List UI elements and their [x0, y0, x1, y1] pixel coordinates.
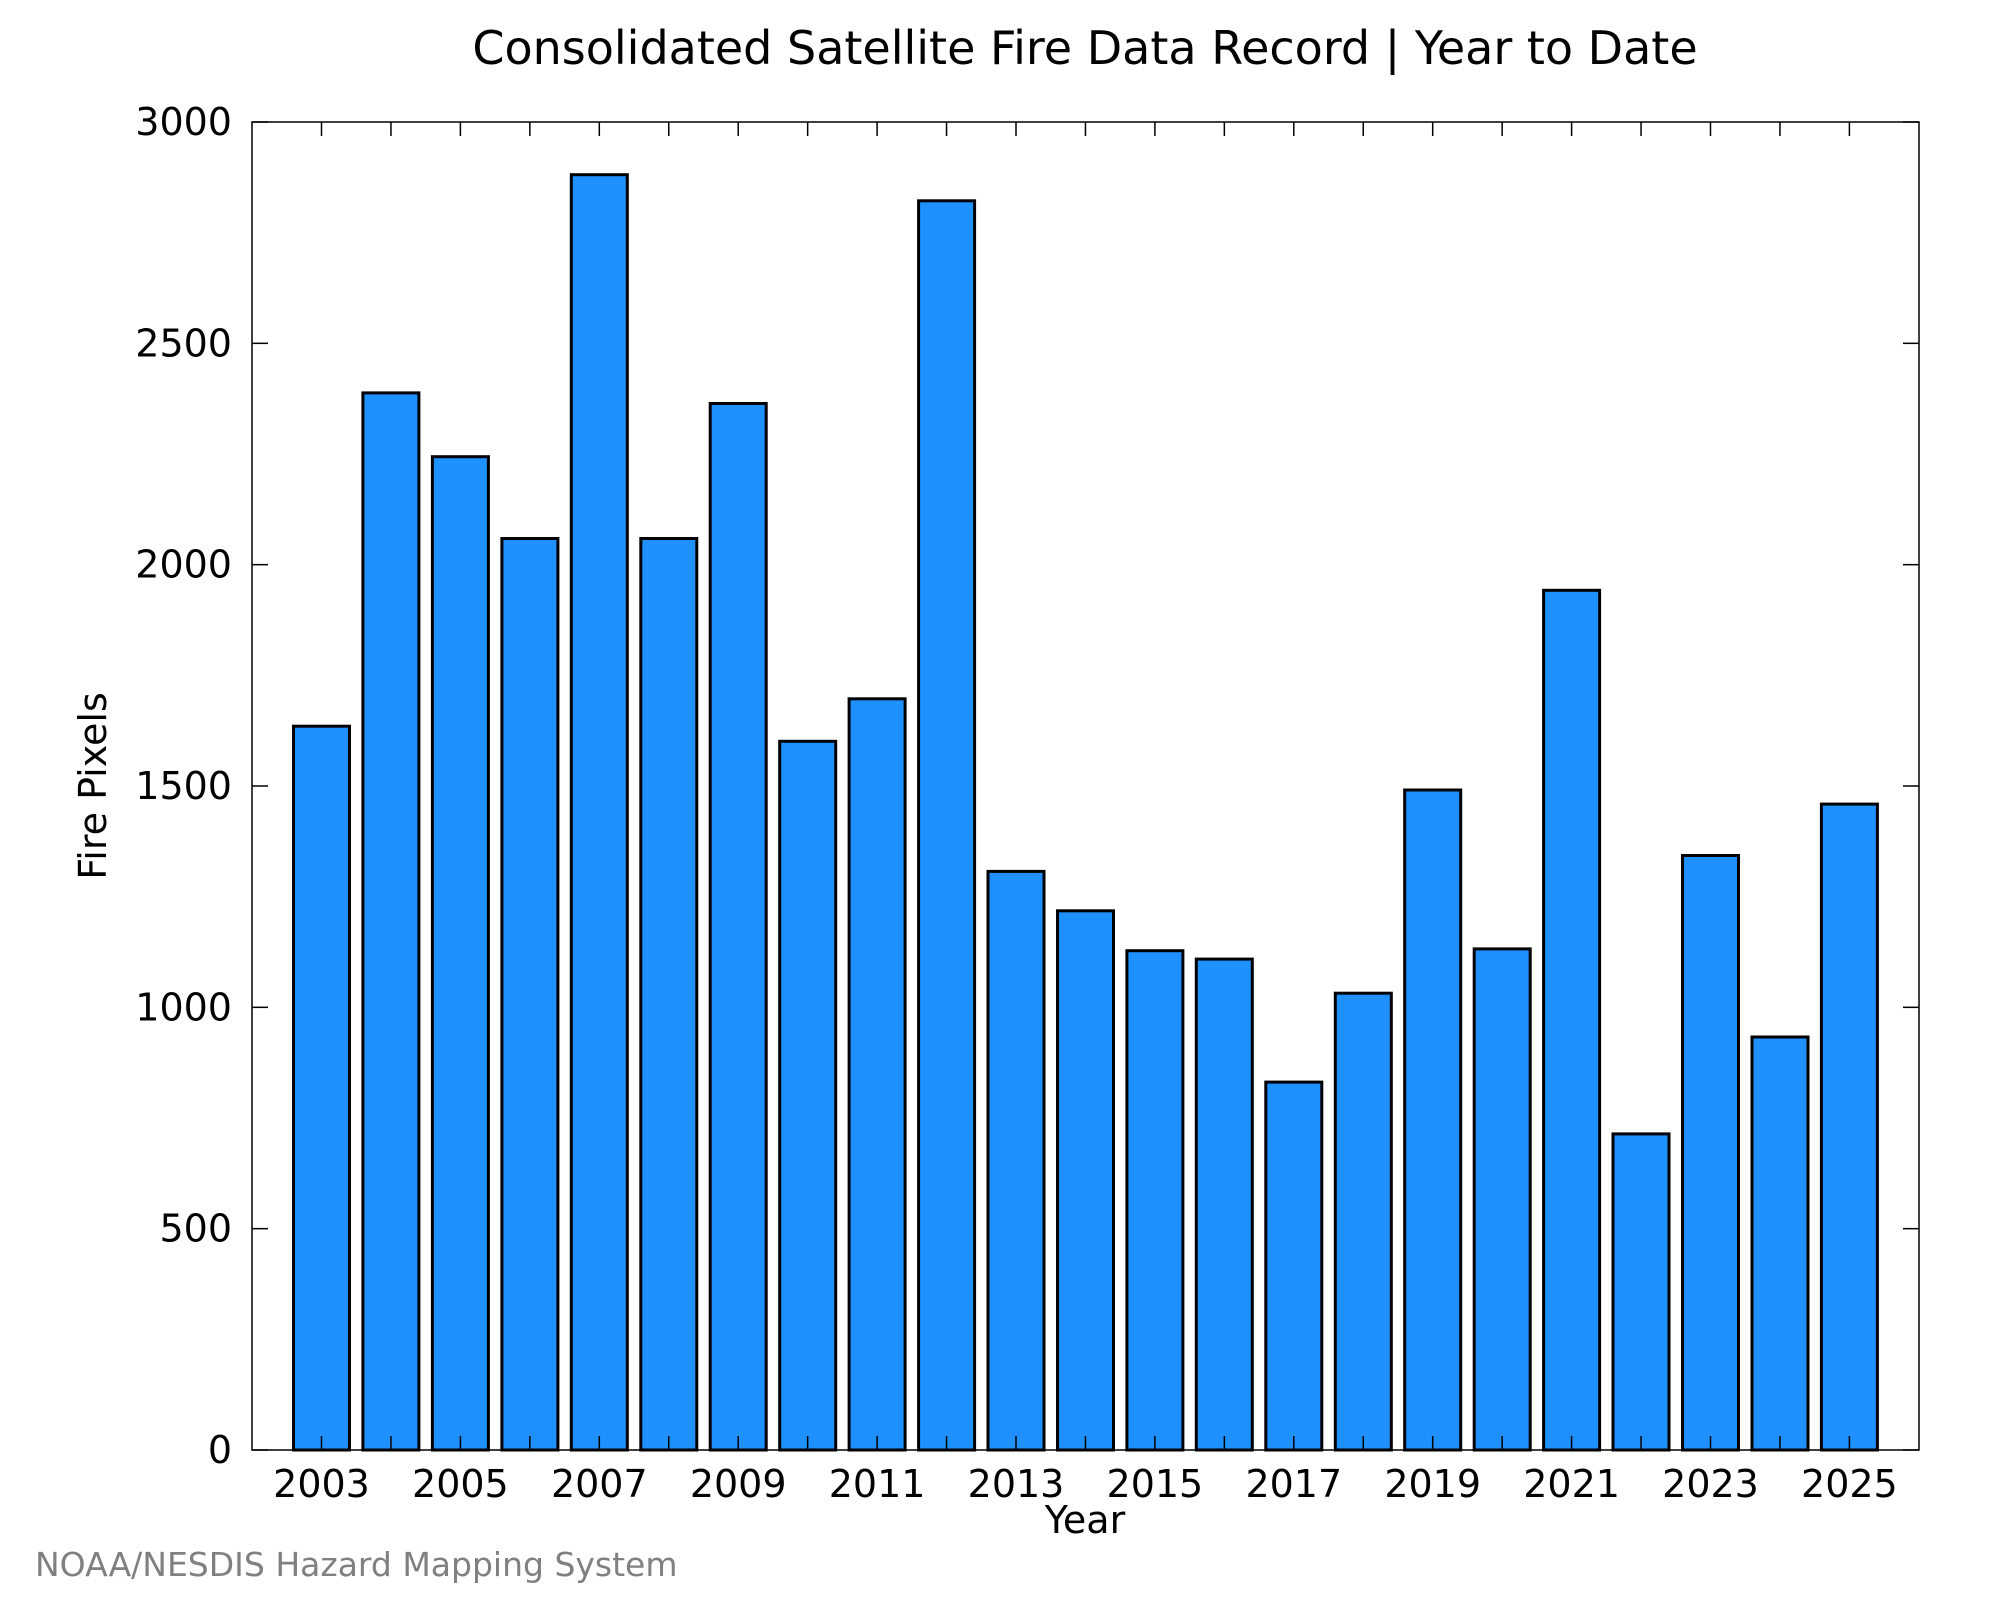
bar-2019	[1403, 788, 1463, 1452]
bar-2015	[1125, 949, 1185, 1452]
bar-2004	[361, 391, 421, 1452]
bar-2013	[986, 869, 1046, 1452]
bar-2023	[1681, 854, 1740, 1452]
y-tick-label-1000: 1000	[135, 985, 232, 1029]
x-tick-label-2025: 2025	[1801, 1462, 1898, 1506]
x-tick-label-2021: 2021	[1523, 1462, 1620, 1506]
bar-2008	[639, 537, 699, 1452]
bar-2010	[778, 739, 838, 1452]
x-tick-label-2019: 2019	[1384, 1462, 1481, 1506]
bar-2003	[292, 724, 351, 1452]
y-tick-label-3000: 3000	[135, 100, 232, 144]
y-tick-label-2500: 2500	[135, 321, 232, 365]
bar-2020	[1472, 947, 1532, 1452]
bar-2025	[1819, 802, 1879, 1452]
bar-2016	[1194, 957, 1254, 1452]
y-axis-label: Fire Pixels	[71, 692, 115, 880]
y-tick-label-2000: 2000	[135, 543, 232, 587]
bar-2024	[1750, 1035, 1810, 1452]
bar-2006	[500, 537, 560, 1452]
x-tick-label-2005: 2005	[412, 1462, 509, 1506]
bar-2012	[917, 199, 977, 1452]
bar-2007	[569, 173, 629, 1452]
credit-text: NOAA/NESDIS Hazard Mapping System	[35, 1545, 678, 1584]
x-tick-label-2011: 2011	[829, 1462, 926, 1506]
x-tick-label-2013: 2013	[968, 1462, 1065, 1506]
chart-title: Consolidated Satellite Fire Data Record …	[472, 21, 1697, 76]
y-tick-label-0: 0	[208, 1428, 232, 1472]
x-tick-label-2017: 2017	[1245, 1462, 1342, 1506]
bar-2014	[1056, 909, 1115, 1452]
x-tick-label-2003: 2003	[273, 1462, 370, 1506]
bar-2022	[1611, 1132, 1671, 1452]
y-tick-label-500: 500	[159, 1207, 232, 1251]
bar-2005	[430, 455, 490, 1452]
x-tick-label-2009: 2009	[690, 1462, 787, 1506]
x-tick-label-2007: 2007	[551, 1462, 648, 1506]
x-axis: 2003 2005 2007 2009 2011 2013 2015 2017 2019 2021…	[273, 122, 1898, 1506]
bar-2021	[1542, 588, 1602, 1452]
x-axis-label: Year	[1044, 1498, 1126, 1542]
y-tick-label-1500: 1500	[135, 764, 232, 808]
x-tick-label-2023: 2023	[1662, 1462, 1759, 1506]
x-tick-label-2015: 2015	[1107, 1462, 1204, 1506]
bar-2011	[847, 697, 907, 1452]
bar-2017	[1264, 1080, 1324, 1452]
bar-2018	[1333, 991, 1393, 1452]
plot-area	[292, 173, 1879, 1452]
bar-2009	[708, 402, 768, 1452]
y-axis: 0 500 1000 1500 2000 2500 3000	[135, 100, 1919, 1472]
